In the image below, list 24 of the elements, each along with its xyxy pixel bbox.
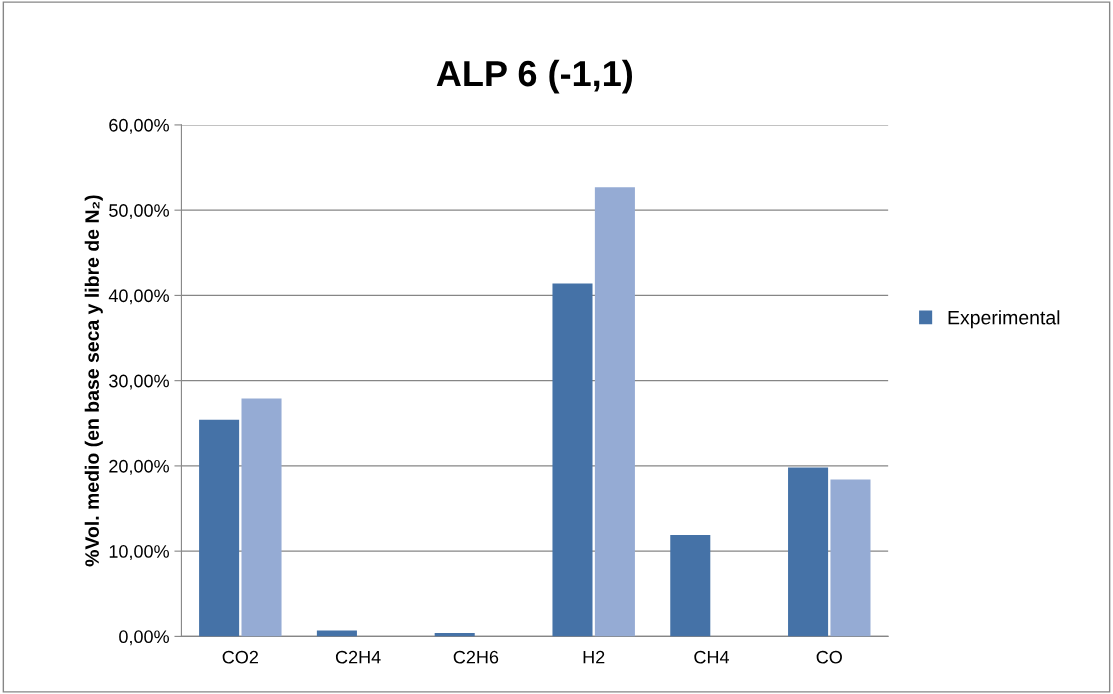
y-tick-label: 0,00%	[119, 630, 169, 646]
y-tick-label: 50,00%	[109, 204, 169, 220]
y-tick-label: 10,00%	[109, 545, 169, 560]
bar	[830, 479, 871, 637]
chart-title: ALP 6 (-1,1)	[436, 59, 633, 94]
x-tick-label: C2H6	[453, 650, 499, 664]
y-tick-label: 30,00%	[109, 374, 169, 390]
legend-label: Experimental	[948, 310, 1060, 329]
bar	[552, 283, 593, 637]
bar	[670, 534, 711, 637]
x-tick-label: CO	[816, 650, 842, 664]
x-tick-label: H2	[583, 650, 605, 664]
y-tick-label: 20,00%	[109, 459, 169, 475]
bar	[316, 630, 357, 637]
bar	[199, 419, 240, 637]
bar	[241, 398, 282, 637]
bar	[594, 187, 635, 637]
y-tick-label: 60,00%	[109, 118, 169, 134]
x-tick-label: CH4	[694, 650, 730, 664]
bar	[788, 467, 829, 637]
y-tick-label: 40,00%	[108, 289, 169, 305]
x-tick-label: C2H4	[335, 650, 381, 664]
x-tick-label: CO2	[222, 650, 258, 664]
y-axis-title: %Vol. medio (en base seca y libre de N₂)	[84, 195, 103, 567]
